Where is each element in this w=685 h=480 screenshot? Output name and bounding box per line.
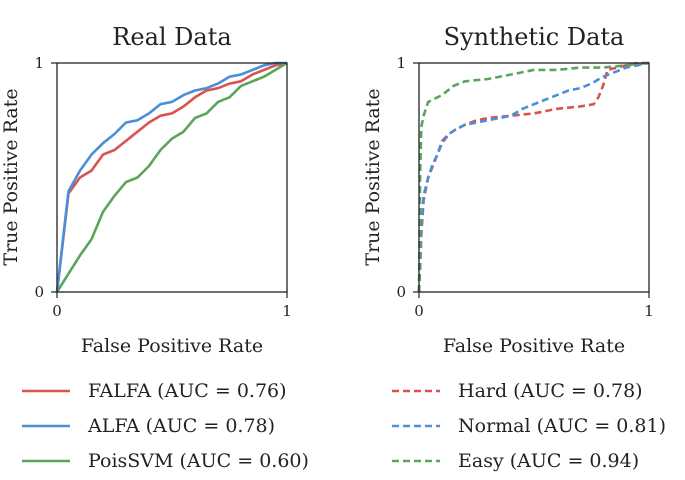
real-data-series-alfa (55, 61, 287, 293)
legend-label-alfa: ALFA (AUC = 0.78) (87, 415, 275, 437)
synthetic-data-ytick-1: 1 (396, 54, 406, 72)
real-data-ytick-1: 1 (34, 54, 44, 72)
synthetic-data-series-easy (417, 61, 650, 293)
synthetic-data-ylabel: True Positive Rate (362, 88, 384, 265)
synthetic-data-legend: Hard (AUC = 0.78) Normal (AUC = 0.81) Easy… (392, 380, 666, 472)
legend-label-easy: Easy (AUC = 0.94) (458, 450, 639, 472)
real-data-title: Real Data (112, 23, 231, 51)
synthetic-data-xtick-0: 0 (414, 302, 424, 320)
real-data-lines (55, 61, 288, 293)
real-data-ytick-0: 0 (34, 283, 44, 301)
synthetic-data-plot-frame (418, 62, 650, 293)
real-data-series-poissvm (55, 61, 288, 293)
synthetic-data-lines (417, 61, 650, 293)
real-data-legend: FALFA (AUC = 0.76) ALFA (AUC = 0.78) PoisS… (22, 380, 309, 472)
real-data-xlabel: False Positive Rate (81, 335, 263, 357)
real-data-xtick-1: 1 (282, 302, 292, 320)
real-data-ylabel: True Positive Rate (0, 88, 22, 265)
legend-label-normal: Normal (AUC = 0.81) (458, 415, 666, 437)
synthetic-data-xtick-1: 1 (644, 302, 654, 320)
real-data-plot-frame (56, 62, 288, 293)
synthetic-data-ytick-0: 0 (396, 283, 406, 301)
legend-label-falfa: FALFA (AUC = 0.76) (88, 380, 287, 402)
synthetic-data-series-normal (417, 61, 650, 293)
synthetic-data-xlabel: False Positive Rate (443, 335, 625, 357)
legend-label-poissvm: PoisSVM (AUC = 0.60) (88, 450, 309, 472)
legend-label-hard: Hard (AUC = 0.78) (458, 380, 643, 402)
synthetic-data-panel: Synthetic Data 0 1 0 1 False Positive Ra… (362, 23, 654, 357)
synthetic-data-title: Synthetic Data (444, 23, 625, 51)
synthetic-data-series-hard (417, 61, 649, 293)
real-data-xtick-0: 0 (52, 302, 62, 320)
real-data-panel: Real Data 0 1 0 1 False Positive Rate Tr… (0, 23, 292, 357)
real-data-series-falfa (55, 61, 288, 293)
